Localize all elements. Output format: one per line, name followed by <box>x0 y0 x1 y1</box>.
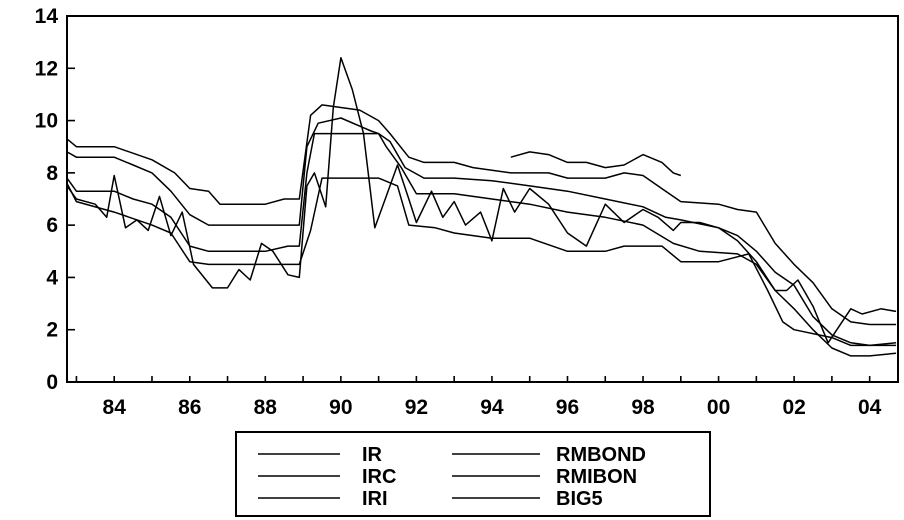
plot-frame <box>66 15 899 383</box>
legend-label-big5: BIG5 <box>556 488 603 510</box>
legend-label-rmbond: RMBOND <box>556 444 646 466</box>
legend-entry-rmibon: RMIBON <box>452 466 637 488</box>
x-tick-label: 94 <box>480 396 504 419</box>
legend-label-rmibon: RMIBON <box>556 466 637 488</box>
series-line-iri <box>66 132 897 357</box>
series-line-ir <box>66 104 897 326</box>
x-tick-label: 98 <box>631 396 655 419</box>
legend-entry-iri: IRI <box>258 488 388 510</box>
legend-box <box>235 431 711 517</box>
x-axis: 84 86 88 90 92 94 96 98 00 02 04 <box>75 376 882 419</box>
y-tick-label: 8 <box>46 162 58 185</box>
y-tick-label: 0 <box>46 371 58 394</box>
series-line-big5 <box>66 177 897 347</box>
x-tick-label: 04 <box>858 396 882 419</box>
x-tick-label: 86 <box>178 396 201 419</box>
series-lines <box>66 57 897 357</box>
x-tick-label: 92 <box>405 396 428 419</box>
y-tick-label: 14 <box>35 5 59 28</box>
legend-label-irc: IRC <box>362 466 396 488</box>
legend-entry-irc: IRC <box>258 466 396 488</box>
legend-label-ir: IR <box>362 444 383 466</box>
legend-entry-big5: BIG5 <box>452 488 603 510</box>
y-tick-label: 4 <box>46 266 58 289</box>
x-tick-label: 96 <box>556 396 579 419</box>
series-line-rmbond <box>66 57 897 344</box>
x-tick-label: 84 <box>103 396 127 419</box>
x-tick-label: 02 <box>782 396 805 419</box>
y-tick-label: 10 <box>35 110 58 133</box>
y-tick-label: 2 <box>46 319 58 342</box>
legend-entry-rmbond: RMBOND <box>452 444 646 466</box>
y-tick-label: 6 <box>46 214 58 237</box>
x-tick-label: 00 <box>707 396 730 419</box>
series-line-irc <box>66 117 897 347</box>
x-tick-label: 88 <box>254 396 278 419</box>
y-tick-label: 12 <box>35 57 58 80</box>
series-line-rmibon <box>510 151 682 177</box>
legend-label-iri: IRI <box>362 488 388 510</box>
x-tick-label: 90 <box>329 396 352 419</box>
legend-entry-ir: IR <box>258 444 383 466</box>
legend: IR IRC IRI RMBOND RMIBON BIG5 <box>235 431 711 517</box>
y-axis: 0 2 4 6 8 10 12 14 <box>35 5 75 394</box>
